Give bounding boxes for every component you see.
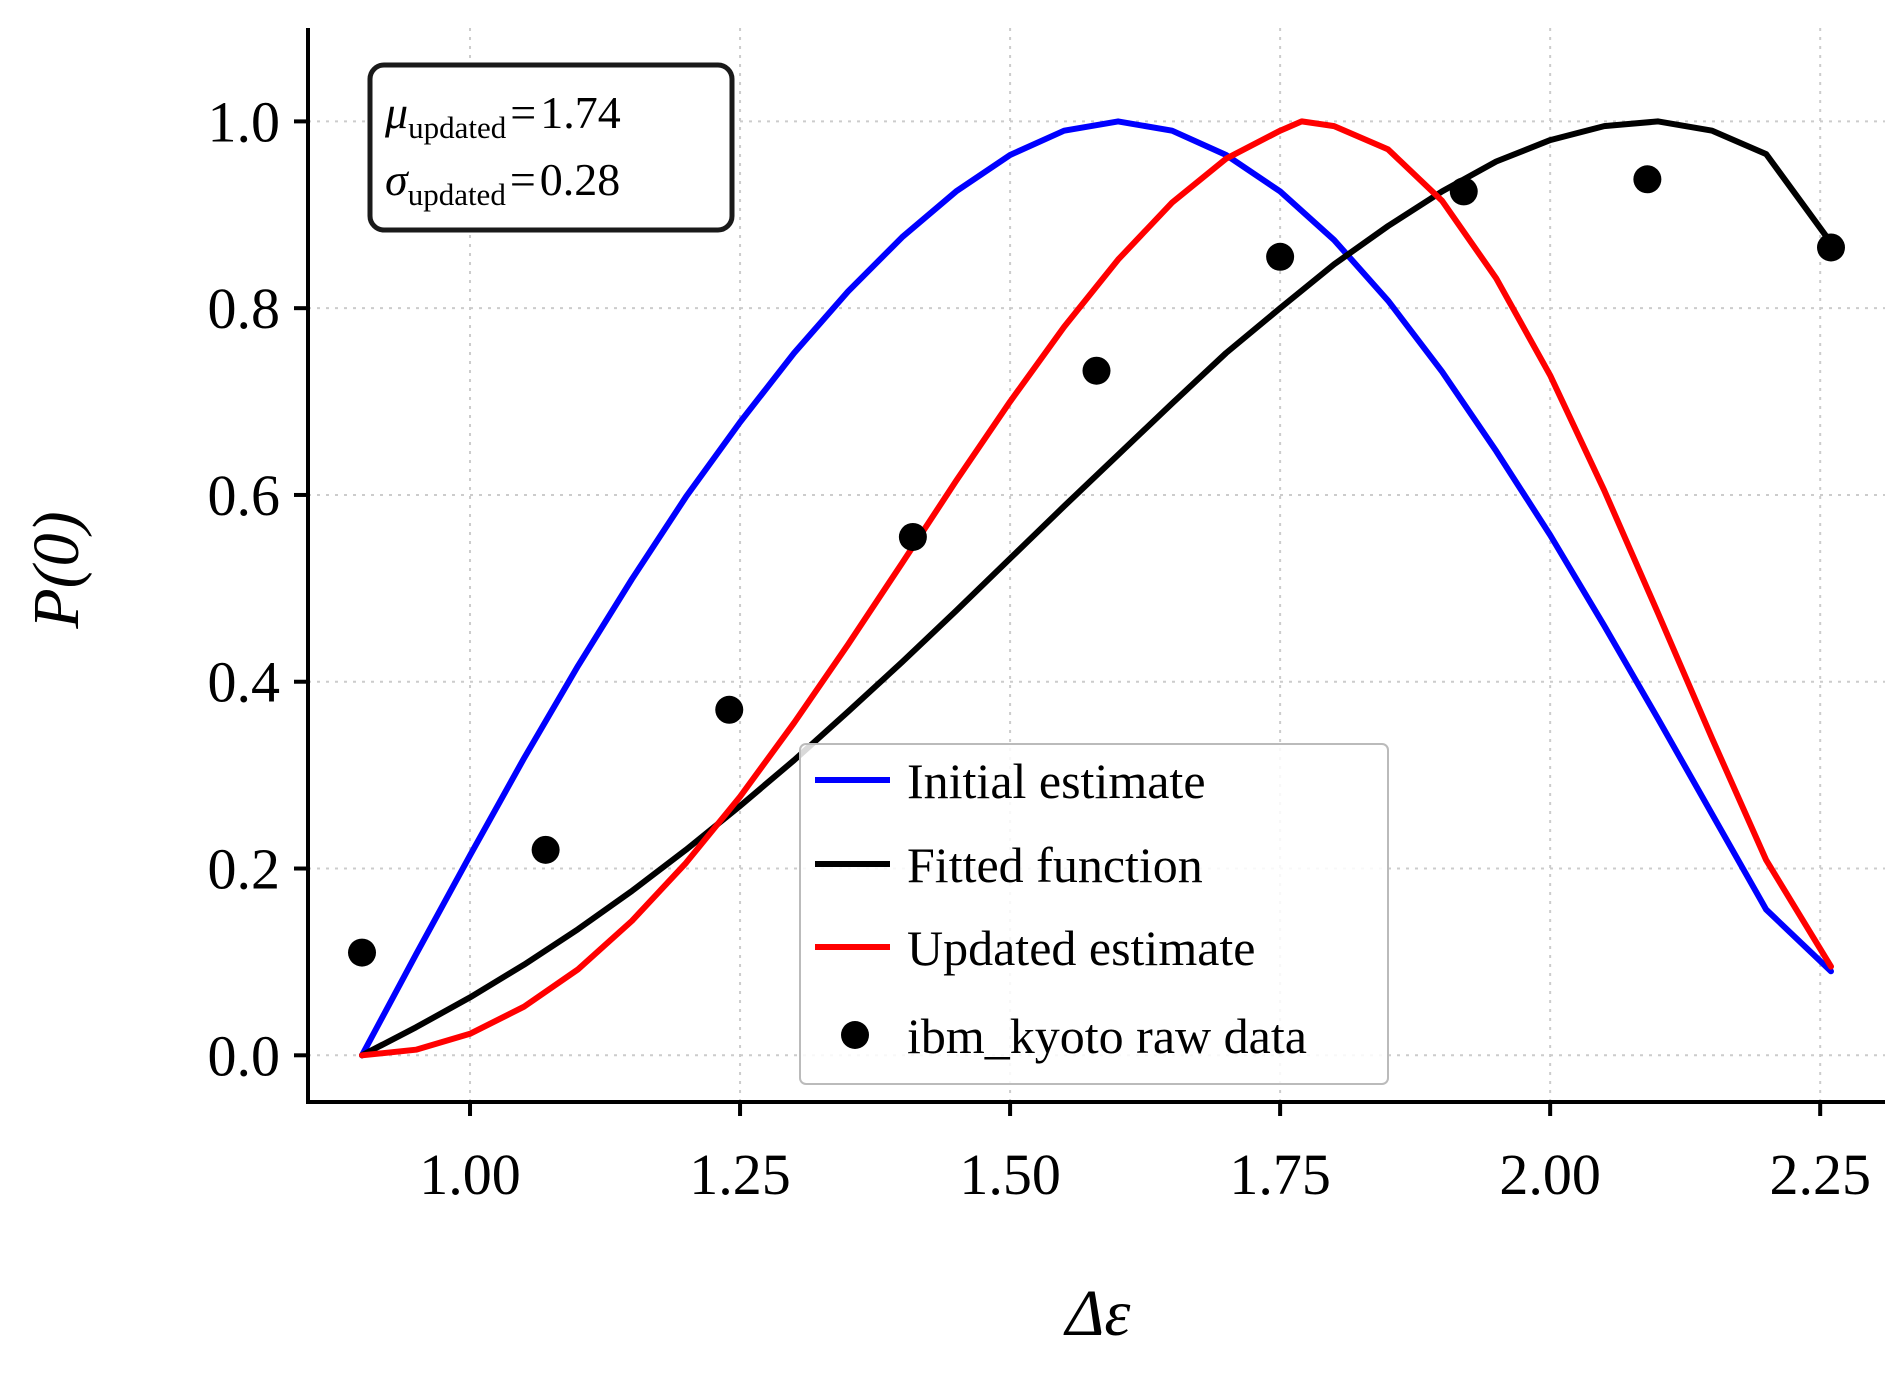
legend-swatch-ibm-kyoto-raw-data: [841, 1021, 869, 1049]
ibm-kyoto-raw-data-point-6: [1449, 177, 1478, 206]
y-tick-label-1: 0.2: [208, 837, 281, 902]
legend-items: Initial estimate Fitted function Updated e…: [815, 753, 1307, 1064]
y-tick-label-2: 0.4: [208, 650, 281, 715]
legend: Initial estimate Fitted function Updated e…: [799, 743, 1389, 1085]
x-tick-label-1: 1.25: [689, 1142, 791, 1207]
x-tick-label-3: 1.75: [1229, 1142, 1331, 1207]
fitted-function-line: [359, 118, 1834, 1059]
ibm-kyoto-raw-data-point-3: [898, 522, 927, 551]
legend-frame: [799, 743, 1389, 1085]
ticks: 1.00 1.25 1.50 1.75 2.00 2.25 0.0 0.2 0.4 0.6 0.8 1…: [208, 89, 1871, 1207]
y-axis-title: P(0): [20, 511, 93, 629]
ibm-kyoto-raw-data-point-8: [1816, 233, 1845, 262]
parameter-annotation-box: μupdated=1.74 σupdated=0.28: [367, 62, 735, 233]
mu-equals: =: [510, 87, 536, 138]
y-tick-label-5: 1.0: [208, 89, 281, 154]
x-tick-label-4: 2.00: [1499, 1142, 1601, 1207]
mu-subscript: updated: [408, 110, 507, 145]
mu-symbol: μ: [384, 87, 408, 138]
ibm-kyoto-raw-data-point-1: [531, 835, 560, 864]
y-tick-label-3: 0.6: [208, 463, 281, 528]
x-tick-label-0: 1.00: [419, 1142, 521, 1207]
ibm-kyoto-raw-data-point-5: [1266, 242, 1295, 271]
ibm-kyoto-raw-data-point-4: [1082, 356, 1111, 385]
ibm-kyoto-raw-data-point-2: [715, 695, 744, 724]
ibm-kyoto-raw-data-point-7: [1633, 165, 1662, 194]
sigma-symbol: σ: [385, 154, 410, 205]
mu-value: 1.74: [540, 87, 621, 138]
sigma-value: 0.28: [540, 154, 621, 205]
updated-estimate-line: [359, 118, 1834, 1059]
initial-estimate-line: [359, 118, 1834, 1059]
ibm-kyoto-raw-data-point-0: [348, 938, 377, 967]
legend-label-ibm-kyoto-raw-data: ibm_kyoto raw data: [907, 1008, 1307, 1064]
x-axis-title: Δε: [1063, 1277, 1131, 1350]
x-tick-label-2: 1.50: [959, 1142, 1061, 1207]
y-tick-label-4: 0.8: [208, 276, 281, 341]
y-tick-label-0: 0.0: [208, 1023, 281, 1088]
annotation-sigma-line: σupdated=0.28: [385, 154, 620, 212]
x-tick-label-5: 2.25: [1769, 1142, 1871, 1207]
axes: [306, 28, 1885, 1104]
sigma-subscript: updated: [408, 177, 507, 212]
legend-label-initial-estimate: Initial estimate: [907, 753, 1206, 809]
annotation-frame: [367, 62, 735, 233]
annotation-mu-line: μupdated=1.74: [384, 87, 621, 145]
legend-label-updated-estimate: Updated estimate: [907, 920, 1256, 976]
legend-label-fitted-function: Fitted function: [907, 837, 1203, 893]
sigma-equals: =: [510, 154, 536, 205]
series-layer: [348, 118, 1845, 1059]
